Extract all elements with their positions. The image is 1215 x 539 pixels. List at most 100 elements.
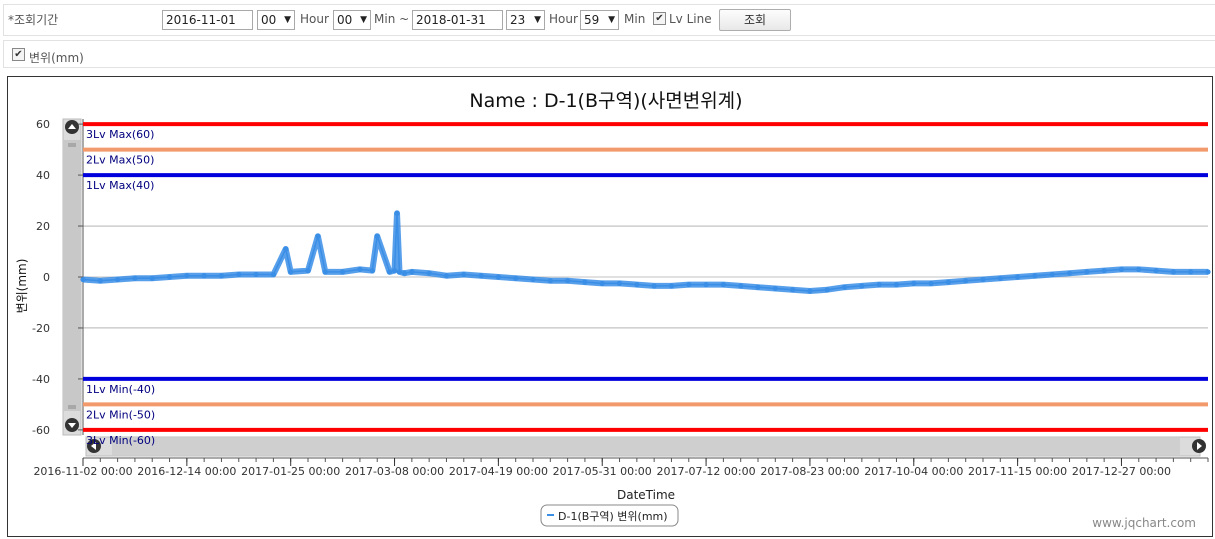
data-point[interactable] bbox=[149, 275, 155, 281]
data-point[interactable] bbox=[1015, 274, 1021, 280]
data-point[interactable] bbox=[132, 275, 138, 281]
data-point[interactable] bbox=[184, 273, 190, 279]
x-tick-label: 2017-12-27 00:00 bbox=[1072, 465, 1171, 478]
data-point[interactable] bbox=[824, 287, 830, 293]
data-point[interactable] bbox=[582, 279, 588, 285]
start-min-select[interactable]: 00 ▼ bbox=[333, 10, 371, 30]
data-point[interactable] bbox=[790, 287, 796, 293]
x-tick-label: 2017-03-08 00:00 bbox=[345, 465, 444, 478]
data-point[interactable] bbox=[97, 278, 103, 284]
data-point[interactable] bbox=[340, 269, 346, 275]
data-point[interactable] bbox=[980, 276, 986, 283]
data-point[interactable] bbox=[703, 282, 709, 288]
data-point[interactable] bbox=[166, 274, 173, 280]
data-point[interactable] bbox=[315, 233, 321, 239]
data-point[interactable] bbox=[288, 269, 294, 275]
y-tick-label: -60 bbox=[32, 424, 50, 437]
end-min-label: Min bbox=[624, 12, 646, 26]
data-point[interactable] bbox=[394, 210, 400, 216]
data-point[interactable] bbox=[80, 276, 86, 283]
data-point[interactable] bbox=[357, 266, 363, 272]
data-point[interactable] bbox=[1188, 269, 1194, 275]
data-point[interactable] bbox=[1136, 266, 1142, 272]
y-scroll-thumb[interactable] bbox=[63, 140, 81, 411]
data-point[interactable] bbox=[1118, 266, 1125, 272]
data-point[interactable] bbox=[478, 273, 484, 279]
data-point[interactable] bbox=[1066, 270, 1073, 276]
data-point[interactable] bbox=[386, 269, 393, 275]
legend-box[interactable] bbox=[540, 504, 679, 527]
start-hour-select[interactable]: 00 ▼ bbox=[257, 10, 295, 30]
data-point[interactable] bbox=[1153, 268, 1159, 274]
x-scrollbar[interactable] bbox=[85, 436, 1206, 457]
data-point[interactable] bbox=[997, 275, 1003, 281]
y-axis-title: 변위(mm) bbox=[15, 259, 29, 314]
data-point[interactable] bbox=[547, 278, 553, 284]
data-point[interactable] bbox=[565, 278, 571, 284]
data-point[interactable] bbox=[755, 284, 761, 290]
filter-bar bbox=[3, 4, 1215, 36]
x-tick-label: 2017-01-25 00:00 bbox=[241, 465, 340, 478]
legend[interactable]: D-1(B구역) 변위(mm) bbox=[540, 504, 679, 527]
threshold-label: 3Lv Max(60) bbox=[86, 128, 154, 141]
data-point[interactable] bbox=[911, 280, 917, 286]
data-point[interactable] bbox=[322, 269, 328, 275]
data-point[interactable] bbox=[426, 270, 432, 276]
data-point[interactable] bbox=[963, 278, 969, 284]
data-point[interactable] bbox=[409, 269, 415, 275]
data-point[interactable] bbox=[651, 283, 657, 289]
threshold-label: 3Lv Min(-60) bbox=[86, 434, 155, 447]
end-date-input[interactable]: 2018-01-31 bbox=[412, 10, 503, 30]
data-point[interactable] bbox=[396, 269, 403, 275]
search-button[interactable]: 조회 bbox=[719, 9, 791, 31]
data-point[interactable] bbox=[305, 268, 311, 274]
data-point[interactable] bbox=[1084, 269, 1090, 275]
data-point[interactable] bbox=[945, 279, 951, 285]
data-point[interactable] bbox=[461, 271, 467, 278]
data-point[interactable] bbox=[634, 282, 640, 288]
data-point[interactable] bbox=[841, 284, 848, 290]
data-point[interactable] bbox=[616, 280, 623, 286]
data-point[interactable] bbox=[1049, 271, 1055, 278]
x-tick-label: 2017-08-23 00:00 bbox=[760, 465, 859, 478]
data-point[interactable] bbox=[686, 282, 692, 288]
data-point[interactable] bbox=[236, 271, 242, 278]
data-point[interactable] bbox=[369, 268, 375, 274]
end-min-select[interactable]: 59 ▼ bbox=[580, 10, 619, 30]
data-point[interactable] bbox=[218, 273, 225, 279]
data-point[interactable] bbox=[513, 275, 519, 281]
data-point[interactable] bbox=[374, 233, 380, 239]
y-tick-label: 0 bbox=[43, 271, 50, 284]
y-scrollbar[interactable] bbox=[62, 118, 82, 436]
data-point[interactable] bbox=[1101, 268, 1107, 274]
data-point[interactable] bbox=[859, 283, 865, 289]
threshold-label: 2Lv Max(50) bbox=[86, 154, 154, 167]
data-point[interactable] bbox=[720, 282, 726, 288]
data-point[interactable] bbox=[443, 273, 450, 279]
data-point[interactable] bbox=[1205, 269, 1211, 275]
data-point[interactable] bbox=[270, 271, 276, 278]
data-point[interactable] bbox=[495, 274, 501, 280]
data-point[interactable] bbox=[253, 271, 259, 278]
data-point[interactable] bbox=[893, 282, 900, 288]
data-point[interactable] bbox=[283, 246, 289, 252]
x-scroll-thumb[interactable] bbox=[112, 438, 1180, 455]
lv-line-checkbox[interactable]: ✔ bbox=[653, 12, 666, 25]
data-point[interactable] bbox=[201, 273, 207, 279]
data-point[interactable] bbox=[772, 285, 778, 292]
data-point[interactable] bbox=[115, 276, 121, 283]
data-point[interactable] bbox=[807, 288, 813, 294]
data-point[interactable] bbox=[530, 276, 536, 283]
data-point[interactable] bbox=[401, 270, 408, 276]
data-point[interactable] bbox=[738, 283, 744, 289]
displacement-checkbox[interactable]: ✔ bbox=[12, 48, 25, 61]
start-date-input[interactable]: 2016-11-01 bbox=[162, 10, 253, 30]
data-point[interactable] bbox=[1170, 269, 1176, 275]
data-point[interactable] bbox=[928, 280, 934, 286]
data-point[interactable] bbox=[876, 282, 882, 288]
end-hour-select[interactable]: 23 ▼ bbox=[506, 10, 545, 30]
data-point[interactable] bbox=[1032, 273, 1038, 279]
data-point[interactable] bbox=[668, 283, 675, 289]
data-point[interactable] bbox=[391, 268, 398, 274]
data-point[interactable] bbox=[599, 280, 605, 286]
